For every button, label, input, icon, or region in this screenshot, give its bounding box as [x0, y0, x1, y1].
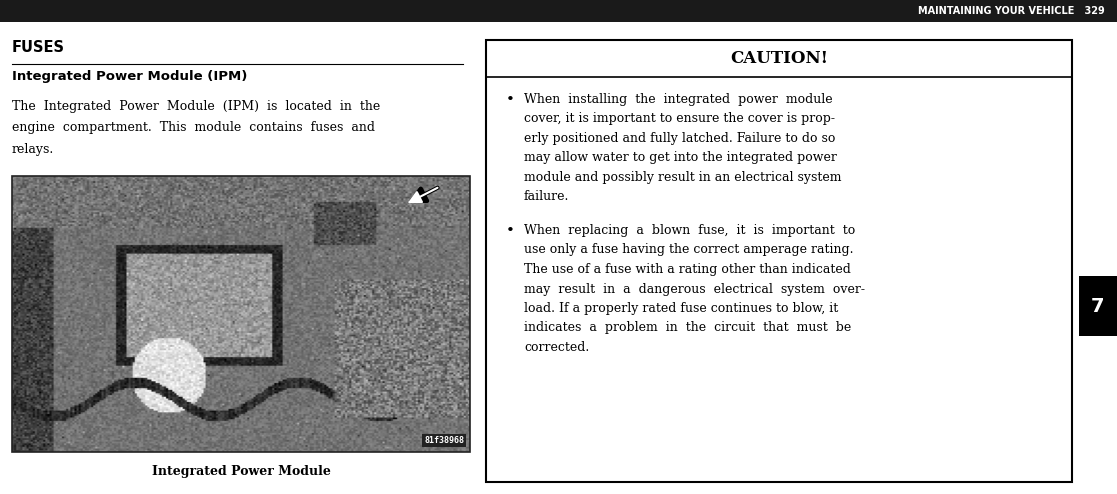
Bar — [12, 176, 470, 452]
Text: may allow water to get into the integrated power: may allow water to get into the integrat… — [524, 152, 837, 165]
Bar — [1079, 276, 1117, 336]
Text: indicates  a  problem  in  the  circuit  that  must  be: indicates a problem in the circuit that … — [524, 322, 851, 334]
Text: erly positioned and fully latched. Failure to do so: erly positioned and fully latched. Failu… — [524, 132, 836, 145]
Text: failure.: failure. — [524, 191, 570, 204]
Text: When  replacing  a  blown  fuse,  it  is  important  to: When replacing a blown fuse, it is impor… — [524, 224, 856, 237]
Text: CAUTION!: CAUTION! — [731, 50, 828, 67]
Text: use only a fuse having the correct amperage rating.: use only a fuse having the correct amper… — [524, 244, 853, 256]
Text: The  Integrated  Power  Module  (IPM)  is  located  in  the: The Integrated Power Module (IPM) is loc… — [12, 100, 380, 113]
Text: •: • — [506, 93, 515, 107]
Text: MAINTAINING YOUR VEHICLE   329: MAINTAINING YOUR VEHICLE 329 — [918, 6, 1105, 16]
Text: cover, it is important to ensure the cover is prop-: cover, it is important to ensure the cov… — [524, 113, 836, 125]
Text: may  result  in  a  dangerous  electrical  system  over-: may result in a dangerous electrical sys… — [524, 283, 865, 295]
Text: Integrated Power Module: Integrated Power Module — [152, 465, 331, 478]
Text: FUSES: FUSES — [12, 40, 65, 55]
Text: load. If a properly rated fuse continues to blow, it: load. If a properly rated fuse continues… — [524, 302, 838, 315]
Text: engine  compartment.  This  module  contains  fuses  and: engine compartment. This module contains… — [12, 122, 375, 134]
Text: •: • — [506, 224, 515, 238]
Bar — [0, 0, 1117, 22]
Text: relays.: relays. — [12, 143, 55, 156]
Text: 81f38968: 81f38968 — [424, 436, 464, 445]
Text: The use of a fuse with a rating other than indicated: The use of a fuse with a rating other th… — [524, 263, 851, 276]
Text: corrected.: corrected. — [524, 341, 590, 354]
Text: When  installing  the  integrated  power  module: When installing the integrated power mod… — [524, 93, 832, 106]
Bar — [486, 40, 1072, 482]
Text: module and possibly result in an electrical system: module and possibly result in an electri… — [524, 171, 841, 184]
Text: 7: 7 — [1091, 297, 1105, 316]
Text: Integrated Power Module (IPM): Integrated Power Module (IPM) — [12, 70, 247, 83]
